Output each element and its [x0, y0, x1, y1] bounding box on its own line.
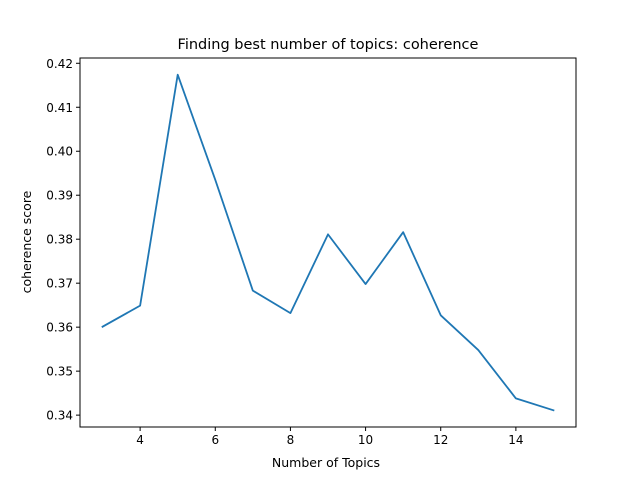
- y-tick-label: 0.39: [46, 189, 73, 203]
- x-axis-label: Number of Topics: [272, 455, 380, 470]
- x-tick-label: 8: [287, 433, 295, 447]
- y-tick-label: 0.35: [46, 365, 73, 379]
- y-tick-label: 0.36: [46, 321, 73, 335]
- x-tick-label: 10: [358, 433, 373, 447]
- x-tick-label: 14: [508, 433, 523, 447]
- y-tick-label: 0.38: [46, 233, 73, 247]
- y-tick-label: 0.41: [46, 101, 73, 115]
- y-tick-label: 0.40: [46, 145, 73, 159]
- y-tick-label: 0.37: [46, 277, 73, 291]
- x-tick-label: 12: [433, 433, 448, 447]
- series-line: [101, 73, 555, 412]
- chart-title: Finding best number of topics: coherence: [178, 37, 479, 53]
- y-tick-label: 0.34: [46, 409, 73, 423]
- x-tick-label: 4: [136, 433, 144, 447]
- y-axis-ticks: 0.34 0.35 0.36 0.37 0.38 0.39 0.40 0.41 0.42: [46, 57, 80, 423]
- plot-frame: [79, 57, 577, 428]
- y-tick-label: 0.42: [46, 57, 73, 71]
- x-axis-ticks: 4 6 8 10 12 14: [136, 427, 524, 447]
- x-tick-label: 6: [211, 433, 219, 447]
- y-axis-label: coherence score: [19, 190, 34, 293]
